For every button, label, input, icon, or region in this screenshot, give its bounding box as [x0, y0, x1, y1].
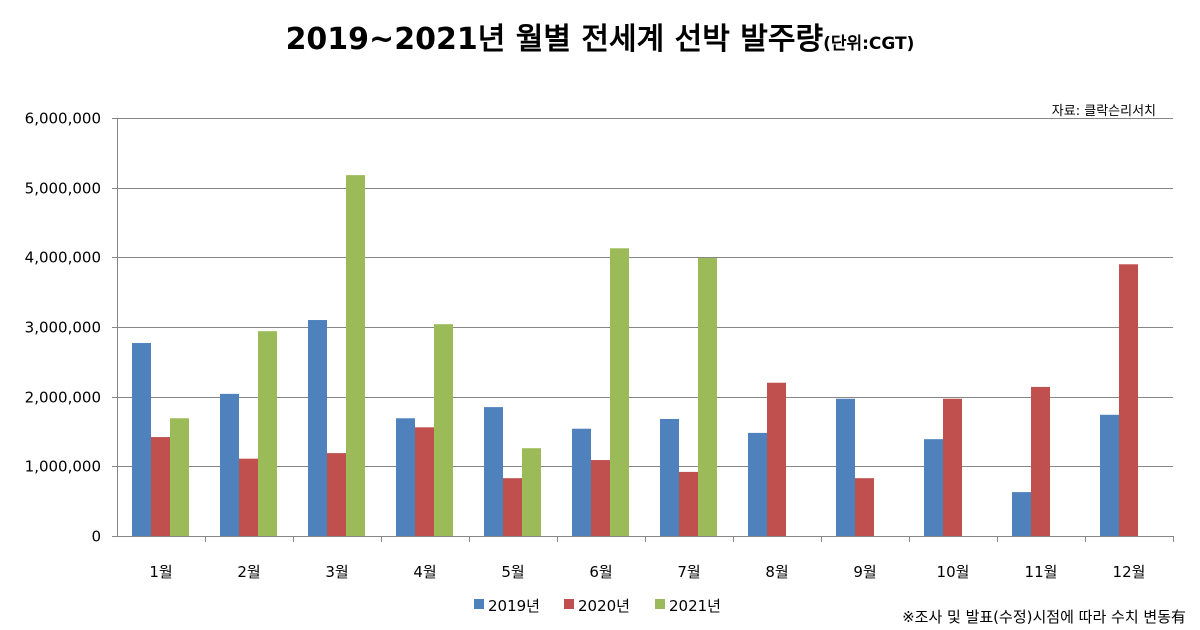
bar-2021년 [346, 175, 365, 537]
bar-2021년 [434, 324, 453, 536]
x-tick-label: 1월 [149, 563, 172, 581]
bar-2020년 [855, 478, 874, 536]
bar-2019년 [484, 407, 503, 536]
x-tick-label: 5월 [501, 563, 524, 581]
bar-2019년 [1012, 492, 1031, 536]
y-tick-label: 4,000,000 [25, 249, 101, 267]
bar-2019년 [396, 418, 415, 536]
x-tick-label: 3월 [325, 563, 348, 581]
legend-label: 2020년 [578, 597, 630, 615]
bar-2020년 [1031, 386, 1050, 536]
x-tick-label: 2월 [237, 563, 260, 581]
bar-2019년 [1100, 414, 1119, 536]
legend-swatch [655, 599, 665, 609]
bar-2020년 [1119, 264, 1138, 536]
bar-2019년 [308, 320, 327, 536]
y-tick-label: 5,000,000 [25, 180, 101, 198]
x-tick-label: 10월 [937, 563, 970, 581]
bar-2019년 [836, 398, 855, 536]
footnote: ※조사 및 발표(수정)시점에 따라 수치 변동有 [902, 608, 1186, 626]
bar-2021년 [522, 448, 541, 536]
legend-label: 2021년 [669, 597, 721, 615]
bar-2020년 [151, 437, 170, 536]
x-tick-label: 8월 [765, 563, 788, 581]
bar-2019년 [748, 432, 767, 536]
x-tick-label: 6월 [589, 563, 612, 581]
y-tick-label: 6,000,000 [25, 110, 101, 128]
source-label: 자료: 클락슨리서치 [1051, 104, 1156, 119]
chart-title: 2019~2021년 월별 전세계 선박 발주량(단위:CGT) [0, 14, 1200, 58]
legend-swatch [474, 599, 484, 609]
bar-2019년 [572, 428, 591, 536]
legend-label: 2019년 [488, 597, 540, 615]
bar-2019년 [660, 418, 679, 536]
bar-2021년 [258, 331, 277, 536]
bar-2019년 [220, 393, 239, 536]
bar-2020년 [591, 460, 610, 536]
x-tick-label: 12월 [1113, 563, 1146, 581]
bar-2021년 [698, 258, 717, 536]
y-tick-label: 3,000,000 [25, 319, 101, 337]
bar-2021년 [610, 248, 629, 536]
y-tick-label: 2,000,000 [25, 389, 101, 407]
bar-2020년 [239, 458, 258, 536]
title-unit: (단위:CGT) [823, 34, 915, 54]
bar-2020년 [327, 453, 346, 536]
y-tick-label: 1,000,000 [25, 458, 101, 476]
bar-2020년 [503, 478, 522, 536]
bar-2021년 [170, 418, 189, 536]
bar-2019년 [132, 343, 151, 536]
bar-2019년 [924, 439, 943, 536]
bar-2020년 [415, 427, 434, 536]
y-tick-label: 0 [91, 528, 101, 546]
x-tick-label: 7월 [677, 563, 700, 581]
title-text: 2019~2021년 월별 전세계 선박 발주량 [285, 22, 824, 57]
legend-swatch [564, 599, 574, 609]
x-tick-label: 11월 [1025, 563, 1058, 581]
x-tick-label: 9월 [853, 563, 876, 581]
bar-2020년 [679, 471, 698, 536]
x-tick-label: 4월 [413, 563, 436, 581]
bar-2020년 [943, 398, 962, 536]
bar-2020년 [767, 382, 786, 536]
